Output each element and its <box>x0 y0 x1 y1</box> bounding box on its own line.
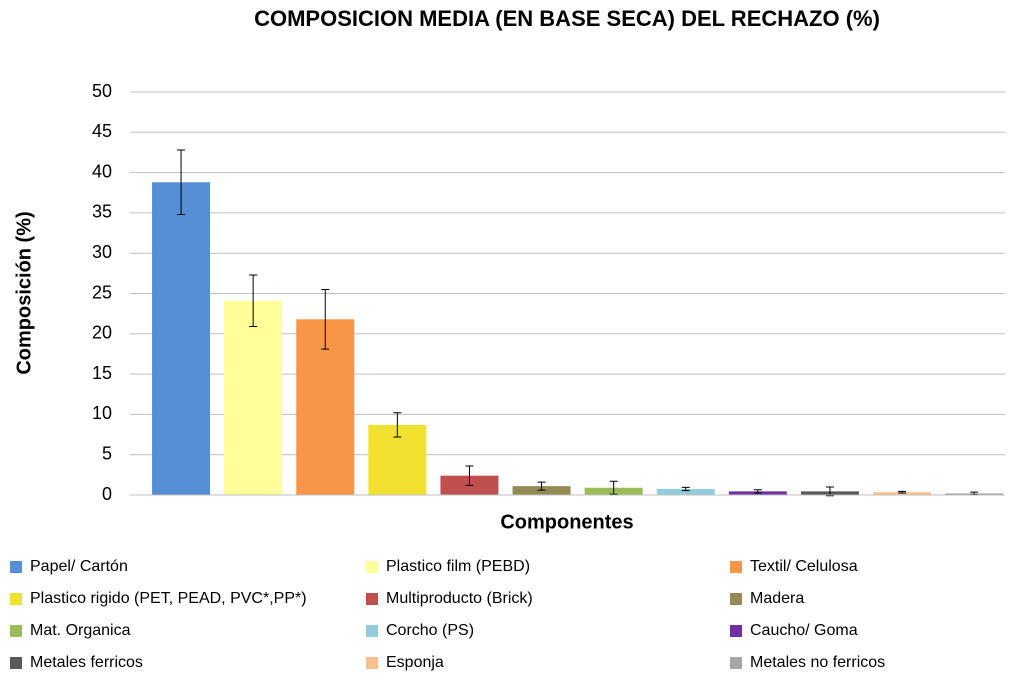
legend-label: Plastico rigido (PET, PEAD, PVC*,PP*) <box>30 590 307 607</box>
y-tick-label: 35 <box>92 202 112 222</box>
legend-label: Madera <box>750 590 804 607</box>
legend-swatch <box>366 561 378 573</box>
legend-label: Textil/ Celulosa <box>750 558 858 575</box>
y-tick-label: 5 <box>102 443 112 463</box>
legend-swatch <box>10 625 22 637</box>
legend-swatch <box>10 561 22 573</box>
legend-swatch <box>730 657 742 669</box>
y-tick-label: 45 <box>92 121 112 141</box>
bar <box>656 488 715 495</box>
legend-swatch <box>366 657 378 669</box>
legend-label: Mat. Organica <box>30 622 131 639</box>
y-tick-label: 40 <box>92 161 112 181</box>
error-bar <box>898 490 907 494</box>
error-bar <box>681 486 690 492</box>
error-bar <box>825 486 834 497</box>
bar <box>873 492 932 495</box>
error-bar <box>249 274 258 328</box>
error-bar <box>753 489 762 494</box>
error-bar <box>537 481 546 491</box>
legend-label: Metales no ferricos <box>750 654 885 671</box>
error-bar <box>465 465 474 486</box>
legend-swatch <box>730 593 742 605</box>
bar <box>152 182 211 495</box>
legend-label: Corcho (PS) <box>386 622 474 639</box>
legend-label: Esponja <box>386 654 444 671</box>
y-tick-label: 20 <box>92 323 112 343</box>
legend-label: Plastico film (PEBD) <box>386 558 530 575</box>
legend-swatch <box>366 593 378 605</box>
y-axis-label: Composición (%) <box>13 211 35 374</box>
y-tick-label: 50 <box>92 81 112 101</box>
y-tick-label: 25 <box>92 282 112 302</box>
error-bar <box>321 288 330 350</box>
legend-swatch <box>10 593 22 605</box>
legend-swatch <box>730 625 742 637</box>
legend-label: Papel/ Cartón <box>30 558 128 575</box>
y-tick-label: 15 <box>92 363 112 383</box>
bar <box>224 300 283 495</box>
legend-swatch <box>10 657 22 669</box>
legend-label: Metales ferricos <box>30 654 143 671</box>
legend-label: Caucho/ Goma <box>750 622 858 639</box>
chart-title: COMPOSICION MEDIA (EN BASE SECA) DEL REC… <box>254 6 880 31</box>
legend-swatch <box>730 561 742 573</box>
y-tick-label: 0 <box>102 484 112 504</box>
legend-swatch <box>366 625 378 637</box>
y-tick-label: 10 <box>92 403 112 423</box>
error-bar <box>609 480 618 495</box>
x-axis-label: Componentes <box>500 511 633 533</box>
y-tick-label: 30 <box>92 242 112 262</box>
error-bar <box>177 149 186 216</box>
error-bar <box>393 412 402 438</box>
legend-label: Multiproducto (Brick) <box>386 590 533 607</box>
